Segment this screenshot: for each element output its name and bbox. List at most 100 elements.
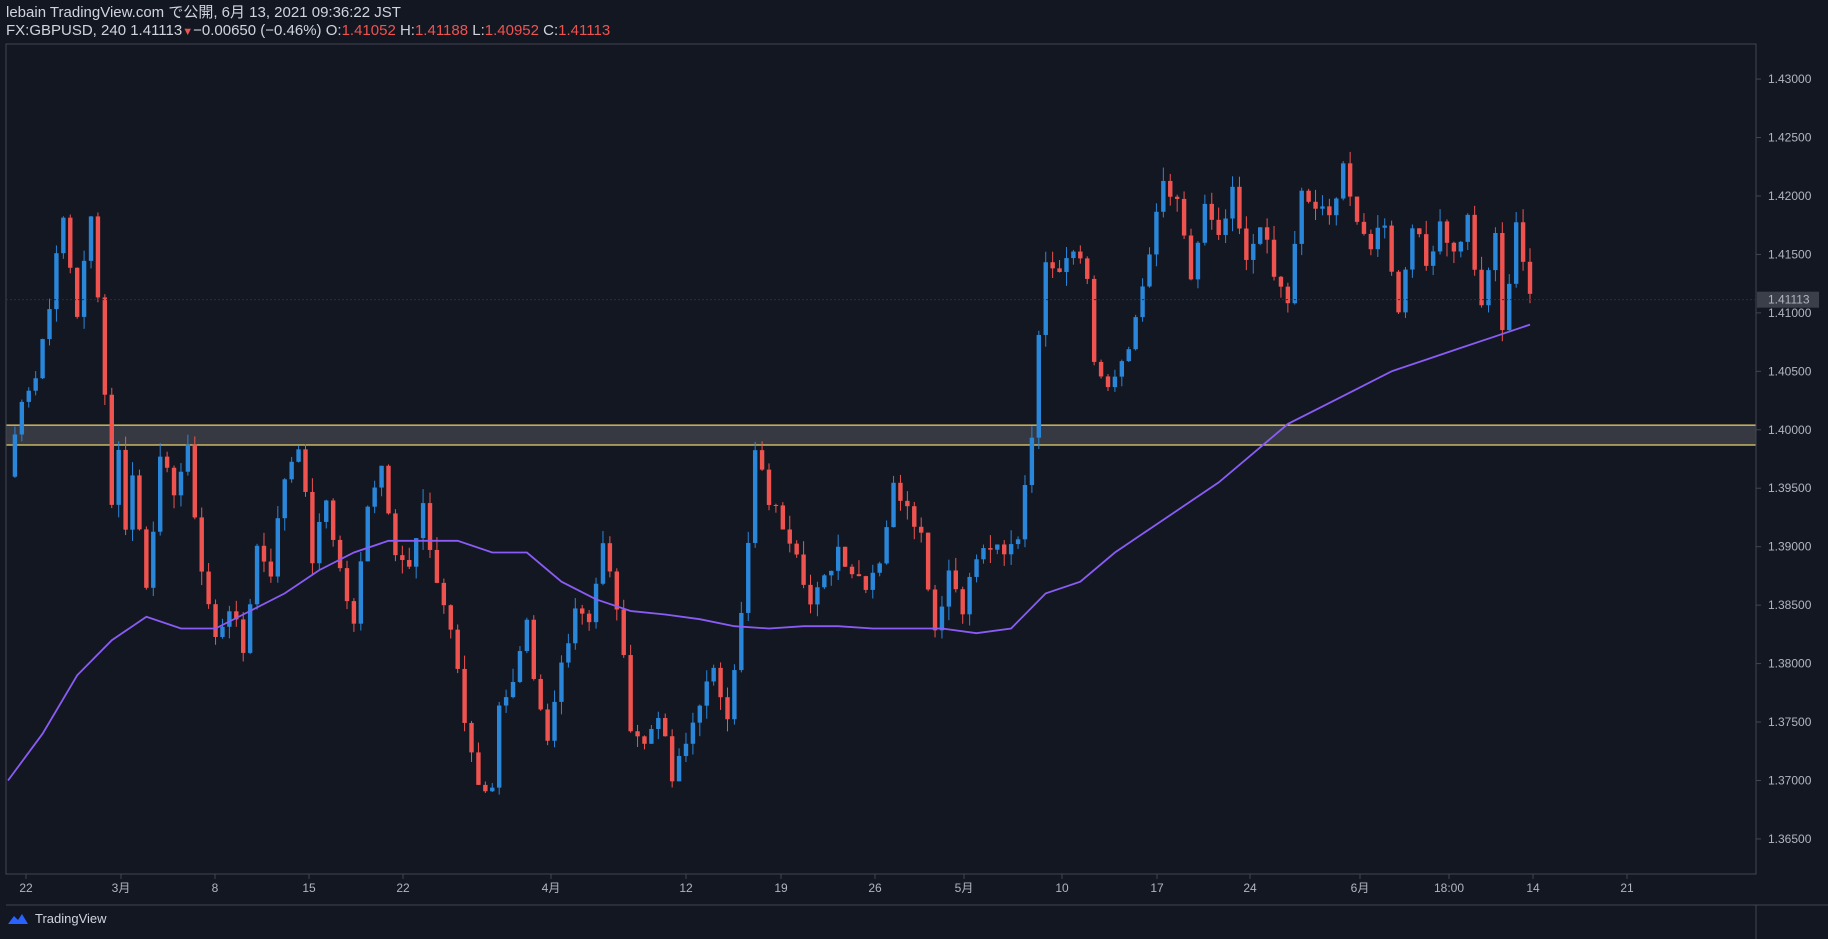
candle-body (995, 544, 1000, 550)
candle-body (1008, 544, 1014, 555)
candle-body (1216, 219, 1221, 235)
change-value: −0.00650 (−0.46%) (193, 22, 322, 39)
time-tick-label: 5月 (955, 881, 974, 895)
candle-body (822, 575, 827, 588)
candle-body (711, 667, 716, 682)
candle-body (372, 487, 377, 507)
candle-body (469, 722, 474, 753)
candle-body (808, 584, 813, 605)
candles-layer (12, 151, 1533, 795)
support-zone-layer[interactable] (6, 424, 1756, 446)
candle-body (1181, 198, 1187, 236)
candle-body (47, 309, 52, 340)
candle-body (1430, 251, 1436, 266)
time-tick-label: 24 (1243, 881, 1257, 895)
candle-body (496, 705, 502, 788)
candle-body (1410, 228, 1415, 270)
candle-body (1479, 269, 1484, 306)
candle-body (358, 561, 364, 624)
candle-body (61, 217, 66, 254)
candle-body (725, 697, 730, 720)
time-tick-label: 12 (679, 881, 693, 895)
candle-body (1022, 485, 1028, 540)
candle-body (870, 572, 875, 590)
candle-body (1057, 268, 1062, 272)
candle-body (863, 576, 869, 590)
candle-body (12, 434, 18, 477)
candle-body (1507, 283, 1512, 331)
candle-body (379, 465, 384, 488)
candle-body (801, 554, 806, 585)
candle-body (1091, 278, 1097, 362)
candle-body (19, 401, 25, 435)
candle-body (1361, 221, 1367, 234)
candle-body (310, 491, 315, 564)
candle-body (1327, 206, 1332, 216)
candle-body (773, 504, 779, 506)
candle-body (1161, 180, 1166, 212)
candle-body (158, 456, 163, 532)
time-tick-label: 21 (1620, 881, 1634, 895)
candle-body (953, 570, 958, 590)
price-tick-label: 1.37500 (1768, 715, 1812, 729)
price-tick-label: 1.40000 (1768, 423, 1812, 437)
candle-body (1493, 232, 1498, 271)
candle-body (407, 560, 412, 567)
candle-body (967, 576, 972, 615)
candle-body (600, 543, 606, 584)
candle-body (1437, 221, 1443, 252)
candle-body (1119, 361, 1125, 377)
candle-body (1424, 234, 1429, 266)
time-tick-label: 6月 (1351, 881, 1370, 895)
candle-body (1133, 317, 1138, 350)
candle-body (74, 267, 80, 317)
price-tick-label: 1.41500 (1768, 247, 1812, 261)
open-label: O: (325, 22, 342, 39)
candle-body (1375, 227, 1380, 250)
candle-body (1209, 203, 1214, 220)
candle-body (1292, 243, 1297, 304)
candle-body (1271, 239, 1277, 277)
candle-body (877, 563, 882, 573)
candle-body (649, 728, 654, 744)
symbol-label[interactable]: FX:GBPUSD, 240 (6, 22, 127, 39)
candle-body (1112, 376, 1118, 388)
low-value: 1.40952 (484, 22, 539, 39)
time-tick-label: 19 (774, 881, 788, 895)
candle-body (1168, 180, 1173, 197)
price-tick-label: 1.40500 (1768, 364, 1812, 378)
candle-body (1002, 544, 1007, 555)
price-tick-label: 1.37000 (1768, 773, 1812, 787)
candle-body (981, 548, 986, 560)
candle-body (427, 503, 433, 550)
candle-body (483, 784, 488, 792)
candle-body (303, 449, 308, 492)
candle-body (925, 532, 931, 590)
candle-body (178, 471, 184, 496)
candle-body (835, 546, 841, 571)
candle-body (939, 606, 945, 631)
candle-body (607, 543, 613, 572)
candle-body (206, 571, 211, 605)
candle-body (234, 611, 239, 620)
candle-body (116, 449, 121, 505)
candle-body (580, 608, 585, 614)
candle-body (1029, 437, 1035, 486)
time-tick-label: 4月 (542, 881, 561, 895)
candle-body (586, 613, 592, 623)
price-tick-label: 1.38500 (1768, 598, 1812, 612)
candle-body (1140, 286, 1145, 318)
moving-average-layer (7, 323, 1531, 782)
candle-body (752, 450, 758, 543)
candle-body (856, 574, 862, 577)
candle-body (1285, 286, 1291, 304)
candle-body (102, 297, 108, 395)
candle-body (164, 456, 170, 468)
candle-body (663, 718, 668, 737)
candle-body (185, 444, 191, 472)
candle-body (386, 465, 391, 514)
candle-body (988, 548, 993, 550)
candle-body (1188, 235, 1194, 280)
candle-body (1244, 228, 1249, 260)
